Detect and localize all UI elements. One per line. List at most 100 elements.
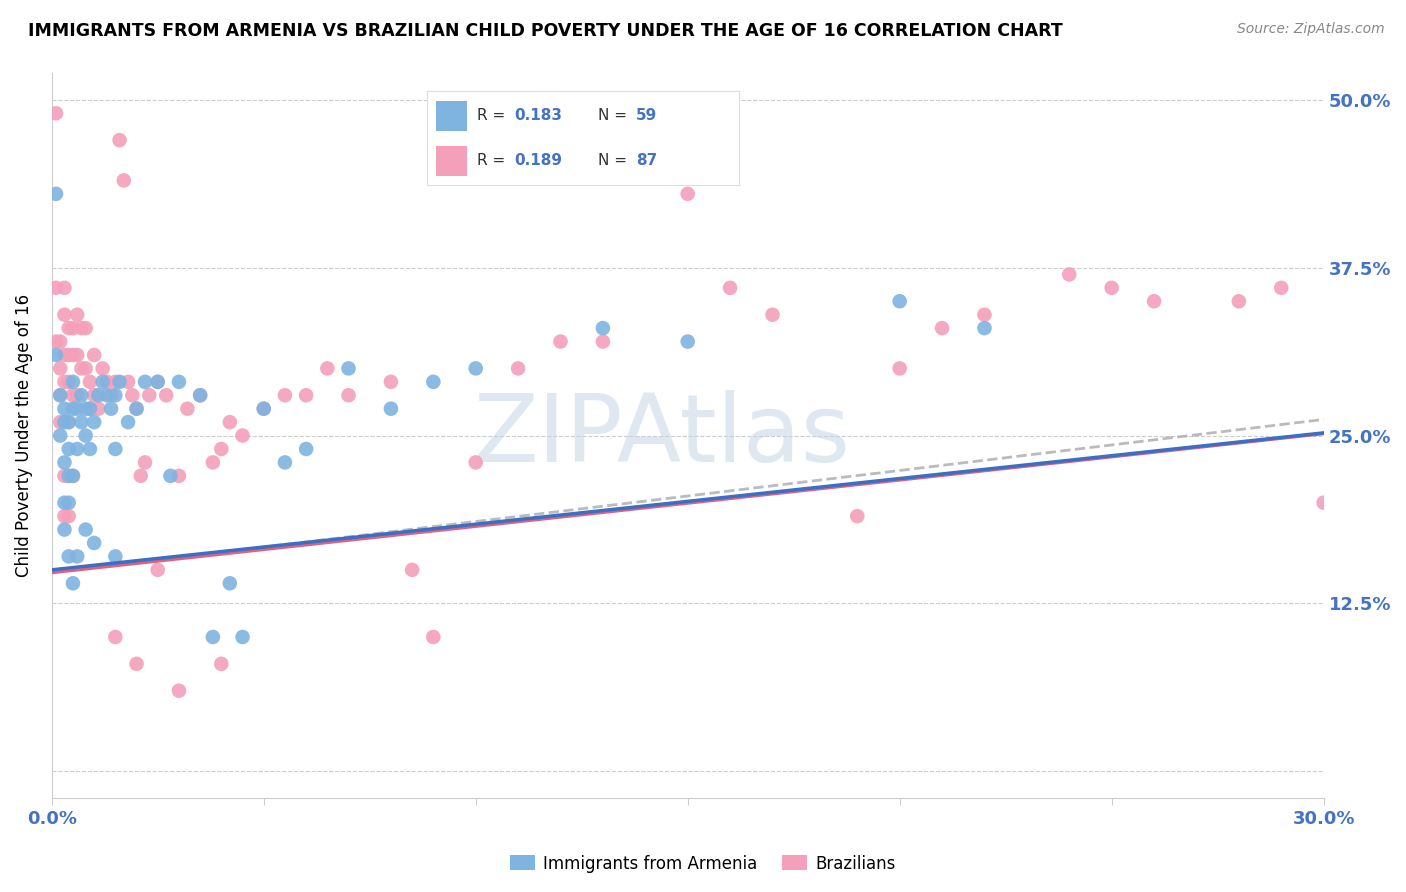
Point — [53, 375, 76, 389]
Point — [62, 468, 84, 483]
Point — [83, 348, 105, 362]
Point — [155, 388, 177, 402]
Point — [274, 455, 297, 469]
Point — [316, 361, 339, 376]
Point — [550, 334, 572, 349]
Text: ZIPAtlas: ZIPAtlas — [474, 390, 851, 482]
Point — [104, 630, 127, 644]
Point — [75, 523, 97, 537]
Point — [231, 630, 253, 644]
Point — [167, 683, 190, 698]
Point — [889, 361, 911, 376]
Point — [100, 388, 122, 402]
Point — [506, 361, 529, 376]
Point — [218, 576, 240, 591]
Point — [1312, 496, 1334, 510]
Point — [134, 455, 156, 469]
Point — [45, 334, 67, 349]
Point — [846, 509, 869, 524]
Point — [62, 576, 84, 591]
Point — [464, 455, 486, 469]
Point — [49, 388, 72, 402]
Point — [380, 401, 402, 416]
Point — [58, 348, 80, 362]
Point — [931, 321, 953, 335]
Point — [58, 468, 80, 483]
Point — [83, 415, 105, 429]
Point — [1101, 281, 1123, 295]
Point — [401, 563, 423, 577]
Point — [66, 348, 89, 362]
Point — [718, 281, 741, 295]
Point — [58, 442, 80, 456]
Point — [58, 549, 80, 564]
Point — [83, 536, 105, 550]
Point — [75, 401, 97, 416]
Point — [75, 361, 97, 376]
Point — [70, 388, 93, 402]
Point — [66, 388, 89, 402]
Point — [973, 308, 995, 322]
Point — [188, 388, 211, 402]
Point — [464, 361, 486, 376]
Point — [159, 468, 181, 483]
Point — [66, 549, 89, 564]
Point — [676, 334, 699, 349]
Point — [49, 361, 72, 376]
Point — [49, 428, 72, 442]
Point — [53, 496, 76, 510]
Point — [422, 375, 444, 389]
Point — [104, 388, 127, 402]
Point — [104, 549, 127, 564]
Point — [45, 106, 67, 120]
Point — [62, 468, 84, 483]
Point — [188, 388, 211, 402]
Point — [66, 442, 89, 456]
Point — [176, 401, 198, 416]
Point — [167, 468, 190, 483]
Point — [1227, 294, 1250, 309]
Y-axis label: Child Poverty Under the Age of 16: Child Poverty Under the Age of 16 — [15, 294, 32, 577]
Point — [53, 468, 76, 483]
Point — [91, 375, 114, 389]
Point — [104, 442, 127, 456]
Text: IMMIGRANTS FROM ARMENIA VS BRAZILIAN CHILD POVERTY UNDER THE AGE OF 16 CORRELATI: IMMIGRANTS FROM ARMENIA VS BRAZILIAN CHI… — [28, 22, 1063, 40]
Point — [75, 428, 97, 442]
Point — [53, 509, 76, 524]
Point — [49, 388, 72, 402]
Point — [66, 401, 89, 416]
Point — [53, 455, 76, 469]
Point — [108, 133, 131, 147]
Point — [201, 630, 224, 644]
Point — [79, 375, 101, 389]
Point — [167, 375, 190, 389]
Point — [209, 442, 232, 456]
Point — [79, 442, 101, 456]
Point — [337, 388, 360, 402]
Point — [125, 401, 148, 416]
Point — [422, 630, 444, 644]
Point — [53, 308, 76, 322]
Point — [1270, 281, 1292, 295]
Point — [49, 415, 72, 429]
Point — [66, 308, 89, 322]
Point — [218, 415, 240, 429]
Point — [380, 375, 402, 389]
Point — [45, 281, 67, 295]
Point — [138, 388, 160, 402]
Point — [761, 308, 783, 322]
Point — [62, 375, 84, 389]
Point — [62, 321, 84, 335]
Point — [125, 657, 148, 671]
Point — [337, 361, 360, 376]
Legend: Immigrants from Armenia, Brazilians: Immigrants from Armenia, Brazilians — [503, 848, 903, 880]
Point — [231, 428, 253, 442]
Point — [49, 334, 72, 349]
Point — [146, 375, 169, 389]
Point — [112, 173, 135, 187]
Point — [209, 657, 232, 671]
Point — [274, 388, 297, 402]
Point — [62, 388, 84, 402]
Point — [201, 455, 224, 469]
Point — [53, 401, 76, 416]
